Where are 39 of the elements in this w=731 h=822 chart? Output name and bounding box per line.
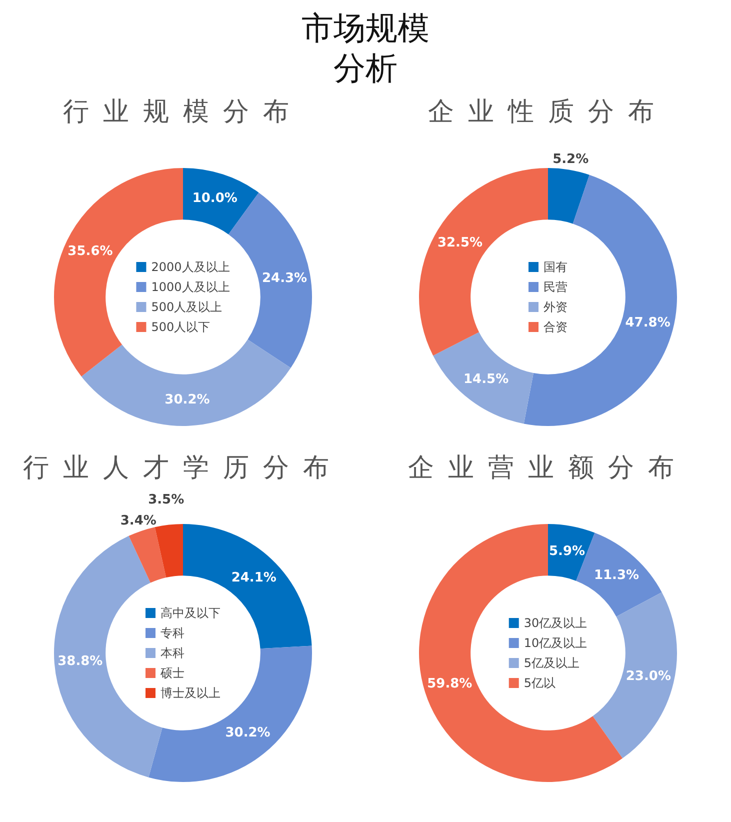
data-label: 47.8% (625, 316, 670, 331)
legend-label: 硕士 (160, 665, 184, 682)
legend-label: 外资 (544, 299, 568, 316)
data-label: 38.8% (58, 654, 103, 669)
data-label: 14.5% (463, 372, 509, 387)
legend-label: 500人以下 (151, 319, 210, 336)
data-label: 23.0% (626, 669, 671, 684)
chart-title: 企业性质分布 (428, 96, 668, 129)
text: 市场规模分析 (300, 8, 430, 89)
data-label: 5.2% (552, 152, 589, 168)
legend-label: 专科 (160, 625, 184, 642)
legend-label: 5亿及以上 (524, 655, 580, 672)
legend-label: 博士及以上 (160, 685, 220, 702)
data-label: 11.3% (594, 568, 640, 584)
legend-label: 本科 (160, 645, 184, 662)
legend-label: 5亿以 (524, 675, 556, 692)
legend-label: 2000人及以上 (151, 259, 230, 276)
data-label: 30.2% (225, 726, 270, 741)
data-label: 24.3% (262, 270, 308, 286)
legend-label: 500人及以上 (151, 299, 222, 316)
legend-label: 1000人及以上 (151, 279, 230, 296)
chart-title: 行业规模分布 (63, 96, 303, 129)
legend-label: 国有 (544, 259, 568, 276)
data-label: 59.8% (427, 676, 472, 692)
data-label: 24.1% (231, 570, 276, 586)
chart-title: 企业营业额分布 (408, 452, 688, 485)
chart-title: 行业人才学历分布 (23, 452, 343, 485)
data-label: 3.5% (148, 492, 184, 508)
data-label: 3.4% (120, 514, 156, 529)
data-label: 35.6% (68, 244, 113, 260)
data-label: 10.0% (192, 191, 238, 206)
legend-label: 高中及以下 (160, 605, 220, 622)
data-label: 5.9% (548, 544, 586, 559)
legend-label: 民营 (544, 279, 568, 296)
legend-label: 合资 (544, 319, 568, 336)
legend-label: 10亿及以上 (524, 635, 588, 652)
data-label: 30.2% (164, 392, 210, 408)
data-label: 32.5% (437, 235, 483, 250)
legend-label: 30亿及以上 (524, 615, 588, 632)
